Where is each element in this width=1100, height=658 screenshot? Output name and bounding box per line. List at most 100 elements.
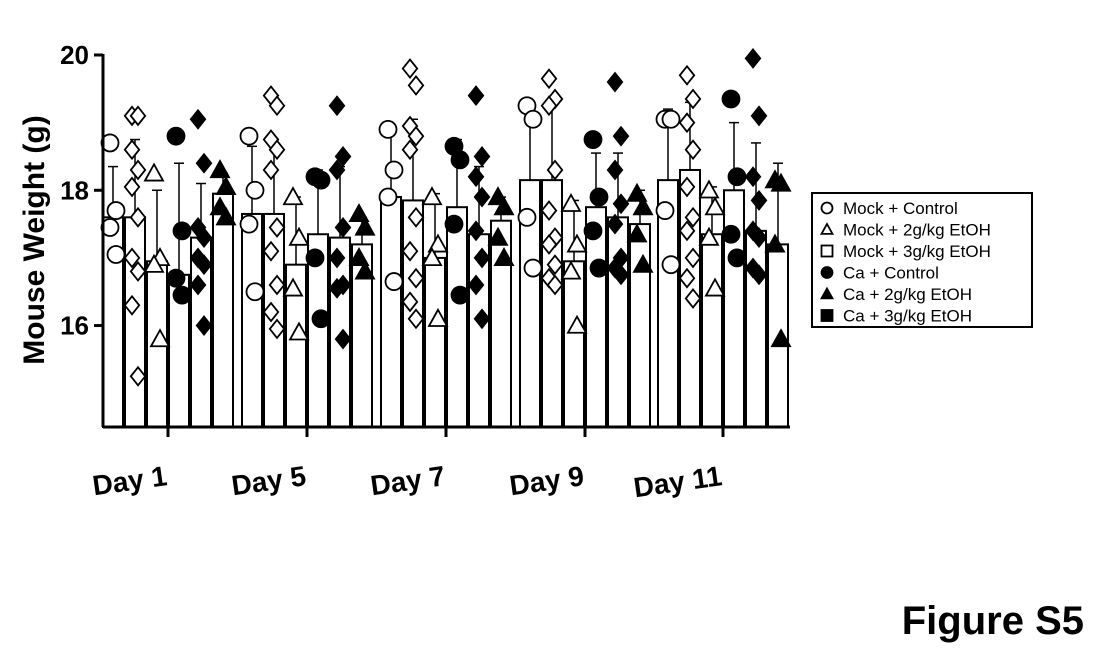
data-point (384, 160, 404, 180)
data-point (143, 253, 165, 273)
data-point (262, 240, 280, 262)
legend-label: Ca + Control (843, 264, 939, 283)
data-point (328, 247, 346, 269)
data-point (612, 193, 630, 215)
data-point (262, 159, 280, 181)
data-point (546, 254, 564, 276)
data-point (589, 258, 609, 278)
data-point (427, 233, 449, 253)
legend-label: Ca + 2g/kg EtOH (843, 285, 972, 304)
data-point (467, 85, 485, 107)
data-point (606, 71, 624, 93)
data-point (566, 314, 588, 334)
data-point (678, 64, 696, 86)
bar (241, 212, 263, 428)
data-point (195, 315, 213, 336)
data-point (262, 301, 280, 323)
data-point (328, 95, 346, 117)
data-point (268, 274, 286, 296)
y-tick-label: 18 (60, 175, 89, 205)
data-point (444, 214, 464, 234)
data-point (727, 167, 747, 187)
data-point (311, 309, 331, 329)
data-point (401, 240, 419, 262)
data-point (589, 187, 609, 207)
data-point (606, 213, 624, 235)
data-point (450, 150, 470, 170)
y-tick-label: 20 (60, 40, 89, 70)
data-point (407, 125, 425, 147)
x-tick-label: Day 9 (508, 460, 586, 501)
data-point (189, 274, 207, 296)
data-point (334, 217, 352, 238)
data-point (334, 328, 352, 350)
data-point (626, 182, 648, 202)
data-point (288, 226, 310, 246)
data-point (467, 274, 485, 296)
bar (745, 229, 767, 428)
data-point (750, 227, 768, 249)
data-point (678, 220, 696, 242)
data-point (540, 233, 558, 255)
data-point (655, 201, 675, 220)
data-point (770, 328, 792, 348)
data-point (721, 89, 741, 109)
data-point (493, 196, 515, 216)
data-point (407, 206, 425, 228)
data-point (282, 186, 304, 206)
data-point (583, 221, 603, 241)
data-point (407, 267, 425, 289)
data-point (540, 68, 558, 90)
data-point (546, 274, 564, 296)
legend-marker (819, 286, 835, 300)
data-point (721, 224, 741, 244)
data-point (678, 176, 696, 198)
data-point (378, 119, 398, 139)
data-point (684, 247, 702, 269)
data-point (239, 214, 259, 234)
data-point (106, 201, 126, 220)
points-layer (100, 47, 792, 387)
data-point (560, 192, 582, 212)
data-point (678, 267, 696, 289)
legend: Mock + Control Mock + 2g/kg EtOH Mock + 3g… (811, 192, 1033, 328)
data-point (421, 186, 443, 206)
data-point (328, 159, 346, 181)
bar (607, 216, 629, 428)
legend-marker (820, 201, 834, 215)
data-point (517, 207, 537, 227)
bar (563, 260, 585, 429)
legend-marker (820, 244, 834, 258)
y-axis-label: Mouse Weight (g) (18, 115, 51, 364)
data-point (195, 152, 213, 174)
bar (446, 206, 468, 428)
data-point (770, 172, 792, 192)
data-point (684, 288, 702, 309)
data-point (123, 247, 141, 269)
data-point (189, 108, 207, 130)
data-point (384, 272, 404, 291)
y-tick-label: 16 (60, 311, 89, 341)
data-point (421, 247, 443, 267)
data-point (487, 226, 509, 246)
x-tick-label: Day 7 (369, 460, 447, 501)
data-point (129, 365, 147, 387)
data-point (612, 264, 630, 286)
data-point (467, 220, 485, 242)
data-point (566, 233, 588, 253)
data-point (354, 260, 376, 280)
bar (212, 192, 234, 428)
data-point (473, 308, 491, 330)
data-point (744, 47, 762, 69)
data-point (684, 88, 702, 110)
data-point (143, 162, 165, 182)
data-point (129, 206, 147, 228)
x-tick-label: Day 5 (230, 460, 308, 501)
data-point (166, 126, 186, 146)
data-point (540, 200, 558, 222)
data-point (129, 159, 147, 181)
figure-label: Figure S5 (901, 599, 1084, 643)
bar (424, 256, 446, 428)
data-point (750, 264, 768, 286)
